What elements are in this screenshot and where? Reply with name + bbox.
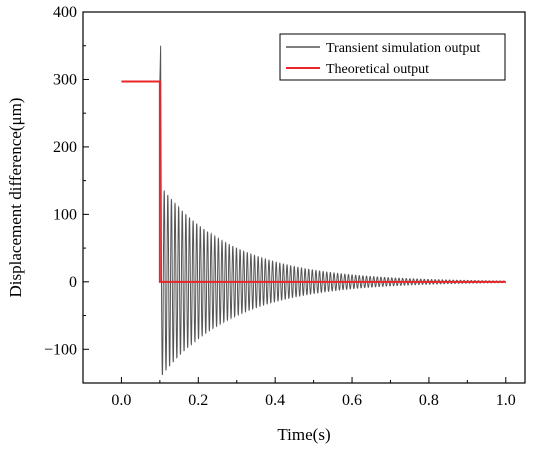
y-tick-label: 200 bbox=[53, 139, 77, 156]
series-line-theoretical bbox=[121, 80, 506, 283]
legend-box bbox=[279, 33, 506, 81]
y-axis-label: Displacement difference(μm) bbox=[6, 98, 25, 298]
y-tick-label: 300 bbox=[53, 71, 77, 88]
y-tick-label: −100 bbox=[44, 341, 77, 358]
y-tick-label: 400 bbox=[53, 4, 77, 21]
x-tick-label: 0.0 bbox=[111, 392, 131, 409]
plot-area bbox=[121, 45, 506, 376]
legend-label-theoretical: Theoretical output bbox=[326, 62, 429, 77]
legend: Transient simulation output Theoretical … bbox=[279, 33, 506, 81]
x-tick-label: 0.6 bbox=[342, 392, 362, 409]
y-tick-label: 100 bbox=[53, 206, 77, 223]
x-tick-label: 0.4 bbox=[265, 392, 285, 409]
x-axis-label: Time(s) bbox=[277, 425, 330, 444]
x-tick-label: 0.2 bbox=[188, 392, 208, 409]
y-tick-label: 0 bbox=[69, 274, 77, 291]
axis-ticks: 0.0 0.2 0.4 0.6 0.8 1.0 −100 0 100 200 300 400 bbox=[44, 4, 516, 409]
x-tick-label: 1.0 bbox=[496, 392, 516, 409]
series-line-transient bbox=[121, 45, 506, 376]
legend-label-transient: Transient simulation output bbox=[326, 41, 480, 56]
x-tick-label: 0.8 bbox=[419, 392, 439, 409]
plot-frame bbox=[82, 11, 526, 384]
